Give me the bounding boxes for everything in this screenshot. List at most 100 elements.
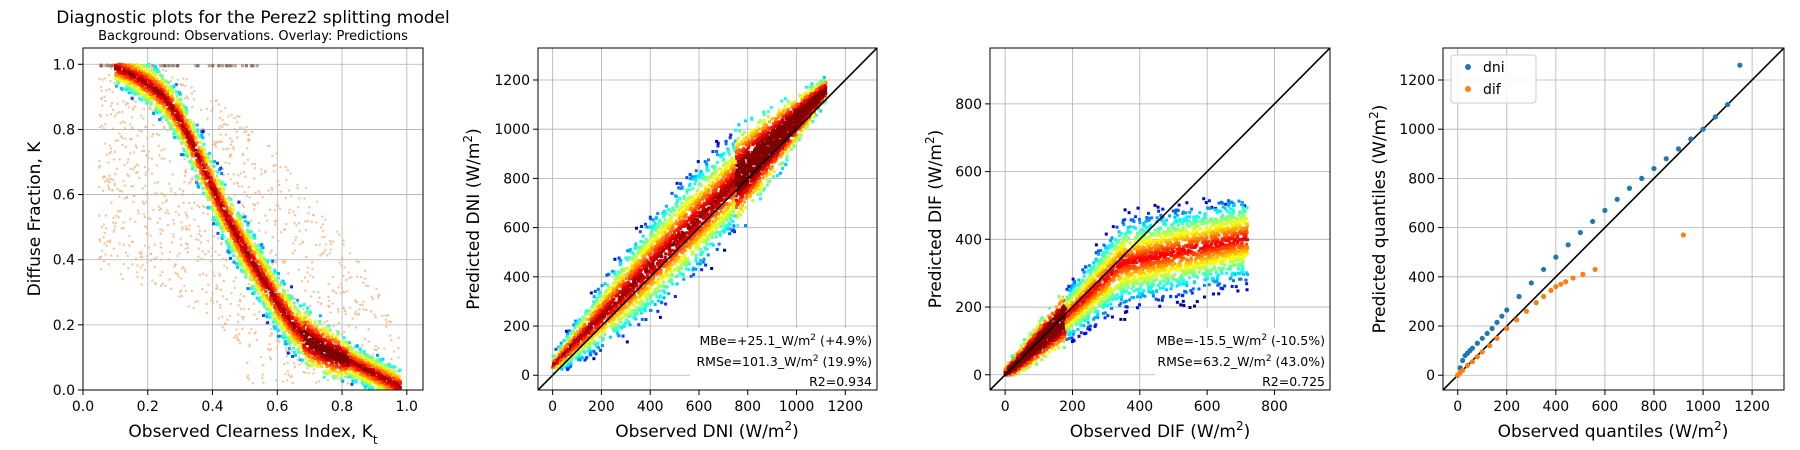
observation-point	[277, 183, 281, 187]
prediction-point	[202, 156, 206, 160]
observation-point	[324, 248, 327, 251]
prediction-point	[324, 349, 328, 353]
prediction-point	[256, 284, 260, 288]
prediction-point	[246, 252, 250, 256]
prediction-point	[379, 367, 383, 371]
prediction-point	[227, 209, 231, 213]
prediction-point	[384, 366, 388, 370]
prediction-point	[294, 338, 298, 342]
prediction-point	[245, 235, 249, 239]
prediction-point	[118, 67, 122, 71]
observation-point	[351, 317, 354, 320]
prediction-point	[330, 343, 334, 347]
observation-point	[211, 291, 214, 295]
observation-point	[147, 217, 150, 220]
observation-point	[233, 286, 236, 290]
observation-point	[342, 274, 345, 278]
prediction-point	[133, 89, 137, 93]
prediction-point	[291, 346, 295, 350]
observation-point	[164, 284, 167, 288]
observation-point	[98, 166, 101, 169]
observation-point	[235, 120, 239, 124]
prediction-point	[222, 213, 226, 217]
observation-point	[197, 178, 200, 182]
observation-point	[336, 308, 340, 311]
prediction-point	[272, 276, 276, 280]
prediction-point	[214, 210, 218, 214]
prediction-point	[202, 147, 206, 151]
prediction-point	[273, 270, 277, 274]
observation-point	[224, 322, 227, 326]
observation-point	[358, 308, 361, 311]
prediction-point	[310, 339, 314, 343]
prediction-point	[301, 326, 305, 330]
observation-point	[285, 179, 288, 182]
prediction-point	[309, 344, 313, 348]
observation-point	[140, 114, 143, 117]
prediction-point	[133, 70, 137, 74]
prediction-point	[229, 203, 233, 207]
observation-point	[161, 201, 164, 205]
prediction-point	[365, 358, 369, 362]
prediction-point	[313, 342, 317, 346]
prediction-point	[377, 380, 381, 384]
observation-point	[314, 243, 318, 247]
prediction-point	[171, 114, 175, 118]
prediction-point	[180, 119, 184, 123]
observation-point	[100, 124, 104, 127]
observation-point	[318, 243, 321, 247]
prediction-point	[395, 382, 399, 386]
observation-point	[309, 274, 312, 277]
observation-point	[229, 154, 232, 157]
prediction-point	[262, 314, 266, 318]
density-point	[655, 262, 659, 266]
prediction-point	[284, 314, 288, 318]
prediction-point	[259, 250, 263, 254]
observation-dense-top	[110, 64, 114, 68]
prediction-point	[362, 350, 366, 354]
observation-point	[122, 243, 125, 246]
observation-point	[118, 195, 121, 198]
prediction-point	[179, 98, 183, 102]
observation-point	[150, 172, 154, 175]
observation-point	[308, 304, 312, 308]
prediction-point	[334, 357, 338, 361]
prediction-point	[153, 80, 157, 84]
prediction-point	[346, 355, 350, 359]
prediction-point	[144, 98, 148, 102]
observation-point	[166, 209, 169, 212]
prediction-point	[287, 317, 291, 321]
prediction-point	[157, 93, 161, 97]
observation-point	[203, 230, 207, 233]
prediction-point	[335, 364, 339, 368]
prediction-point	[186, 125, 190, 129]
observation-point	[271, 154, 274, 158]
observation-point	[104, 227, 108, 230]
prediction-point	[351, 367, 355, 371]
prediction-point	[256, 282, 260, 286]
prediction-point	[143, 65, 147, 69]
prediction-point	[306, 341, 310, 345]
observation-point	[140, 250, 143, 254]
prediction-point	[371, 387, 375, 390]
observation-point	[315, 221, 318, 224]
prediction-point	[169, 88, 173, 92]
observation-point	[257, 189, 260, 193]
prediction-point	[218, 208, 222, 212]
prediction-point	[148, 101, 152, 105]
prediction-point	[387, 387, 391, 390]
prediction-point	[128, 73, 132, 77]
prediction-point	[220, 212, 224, 216]
prediction-point	[166, 108, 170, 112]
observation-point	[268, 208, 272, 211]
prediction-point	[184, 105, 188, 109]
prediction-point	[283, 321, 287, 325]
prediction-point	[321, 352, 325, 356]
prediction-point	[259, 276, 263, 280]
observation-point	[245, 130, 248, 133]
prediction-point	[201, 136, 205, 140]
prediction-point	[232, 260, 236, 264]
observation-dense-top	[207, 64, 211, 68]
prediction-point	[328, 371, 332, 375]
y-tick-label: 1.0	[53, 57, 75, 73]
